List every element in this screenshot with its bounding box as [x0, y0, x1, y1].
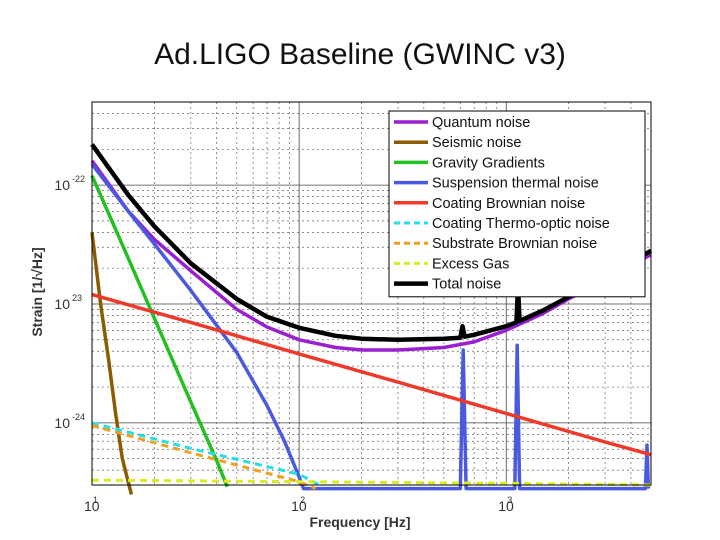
series-coating-thermo-optic-noise: [91, 421, 324, 489]
legend-label: Substrate Brownian noise: [432, 236, 597, 252]
series-substrate-brownian-noise: [91, 424, 317, 490]
legend-item-gravity-gradients: Gravity Gradients: [394, 155, 545, 171]
y-tick-label: 10 -22: [54, 174, 85, 193]
tick-exponent: -24: [72, 412, 85, 422]
tick-exponent: 1: [93, 495, 98, 505]
plot-frame: [91, 101, 652, 486]
legend-label: Coating Brownian noise: [432, 196, 585, 212]
tick-exponent: 2: [300, 495, 305, 505]
y-axis-label: Strain [1/√Hz]: [29, 247, 45, 336]
legend-item-coating-thermo-optic-noise: Coating Thermo-optic noise: [394, 216, 610, 232]
legend-item-coating-brownian-noise: Coating Brownian noise: [394, 196, 585, 212]
x-axis-label: Frequency [Hz]: [309, 514, 410, 530]
series-total-noise: [90, 143, 653, 343]
tick-exponent: 3: [507, 495, 512, 505]
legend-label: Excess Gas: [432, 256, 509, 272]
tick-base: 10: [54, 415, 70, 431]
y-tick-label: 10 -24: [54, 412, 85, 431]
tick-base: 10: [498, 498, 514, 514]
tick-exponent: -22: [72, 174, 85, 184]
x-tick-labels: 101 102 103: [84, 495, 514, 514]
x-tick-label: 103: [498, 495, 514, 514]
tick-base: 10: [291, 498, 307, 514]
legend: Quantum noise Seismic noise Gravity Gradie…: [388, 110, 646, 298]
legend-label: Suspension thermal noise: [432, 176, 599, 192]
legend-box: [388, 110, 646, 298]
tick-base: 10: [84, 498, 100, 514]
series-layer: [90, 143, 653, 495]
legend-label: Total noise: [432, 277, 501, 293]
series-coating-brownian-noise: [91, 292, 652, 457]
series-quantum-noise: [90, 159, 652, 352]
legend-label: Quantum noise: [432, 115, 530, 131]
y-tick-label: 10 23: [54, 293, 82, 312]
legend-item-quantum-noise: Quantum noise: [394, 115, 530, 131]
legend-label: Coating Thermo-optic noise: [432, 216, 610, 232]
legend-item-substrate-brownian-noise: Substrate Brownian noise: [394, 236, 597, 252]
legend-item-excess-gas: Excess Gas: [394, 256, 509, 272]
legend-label: Gravity Gradients: [432, 155, 545, 171]
series-seismic-noise: [90, 232, 134, 495]
tick-base: 10: [54, 177, 70, 193]
legend-item-total-noise: Total noise: [394, 277, 501, 293]
x-tick-label: 101: [84, 495, 100, 514]
legend-label: Seismic noise: [432, 135, 521, 151]
legend-item-seismic-noise: Seismic noise: [394, 135, 521, 151]
series-suspension-thermal-noise: [90, 163, 651, 491]
series-excess-gas: [91, 478, 652, 487]
x-tick-label: 102: [291, 495, 307, 514]
tick-exponent: 23: [72, 293, 82, 303]
slide-title: Ad.LIGO Baseline (GWINC v3): [154, 38, 566, 71]
legend-item-suspension-thermal-noise: Suspension thermal noise: [394, 176, 599, 192]
series-gravity-gradients: [90, 174, 229, 488]
tick-base: 10: [54, 296, 70, 312]
